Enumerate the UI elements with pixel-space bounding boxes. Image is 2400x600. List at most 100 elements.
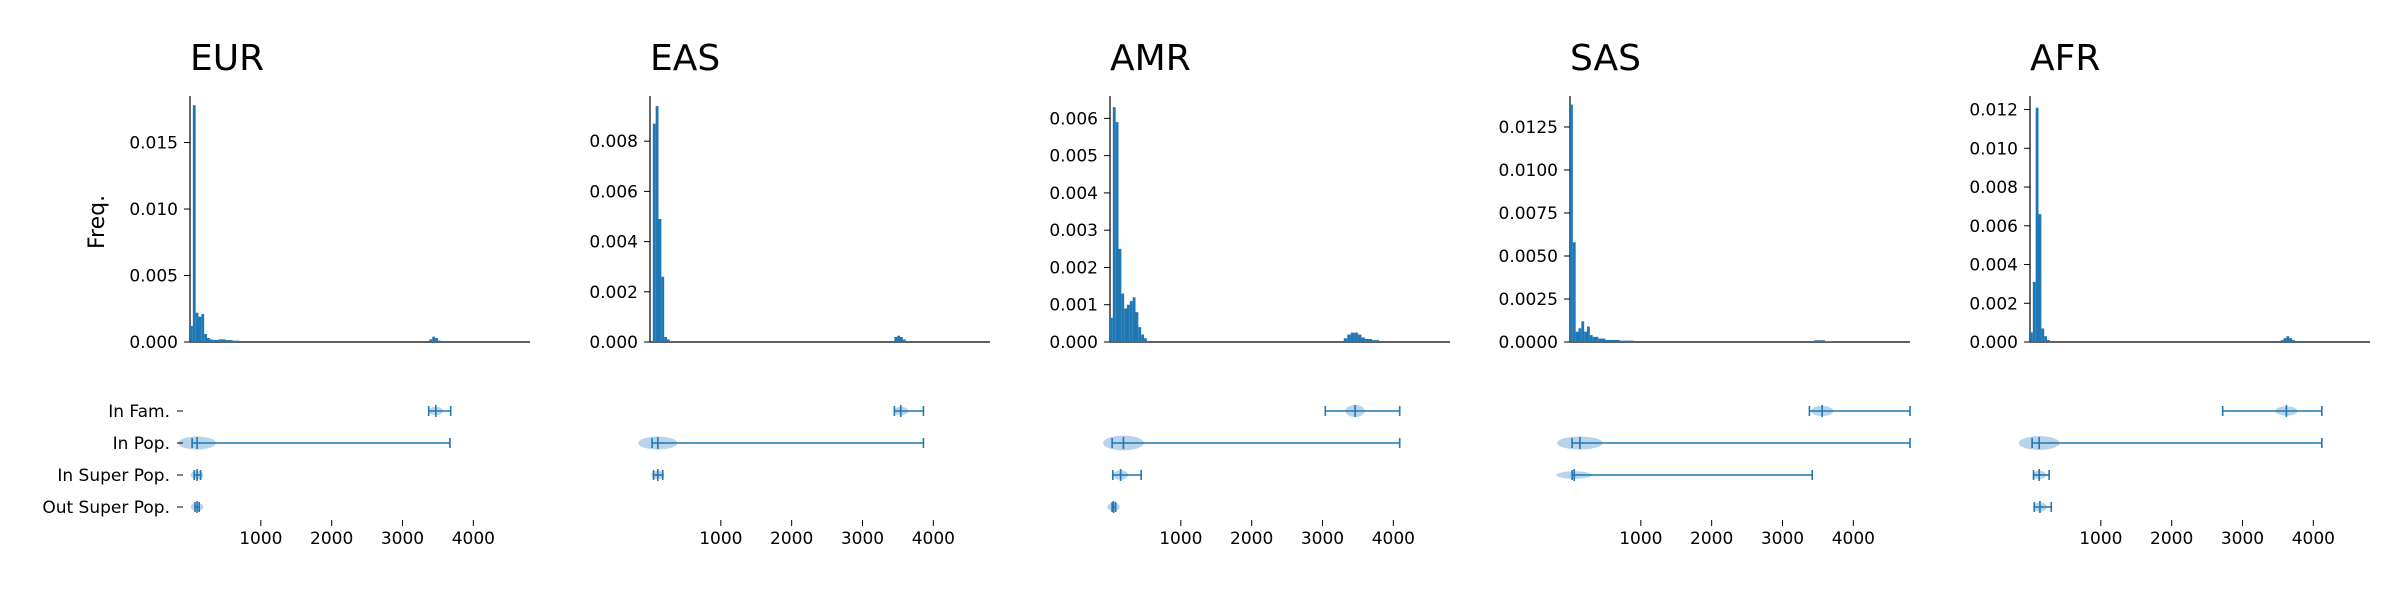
y-tick-label: 0.0125: [1499, 118, 1558, 138]
x-tick-label: 2000: [310, 529, 353, 549]
y-tick-label: 0.004: [589, 233, 638, 253]
x-tick-label: 1000: [699, 529, 742, 549]
histogram-bar: [1132, 297, 1136, 342]
x-tick-label: 1000: [239, 529, 282, 549]
histogram-bar: [1124, 308, 1127, 342]
panel-amr: AMR 0.000 0.001 0.002 0.003 0.004 0.005 0.006 10…: [1049, 38, 1450, 549]
histogram-bar: [2289, 338, 2293, 342]
histogram-bar: [1581, 321, 1585, 342]
histogram-bar: [1619, 340, 1634, 342]
histogram-bar: [437, 340, 441, 342]
x-tick-label: 2000: [1690, 529, 1733, 549]
histogram-bar: [1825, 341, 1833, 342]
y-tick-label: 0.0075: [1499, 204, 1558, 224]
histogram-bar: [432, 336, 436, 342]
histogram-bar: [902, 339, 906, 342]
histogram-bar: [897, 335, 901, 342]
histogram-bar: [2283, 338, 2287, 342]
histogram-bar: [218, 339, 226, 342]
panel-title: EAS: [650, 38, 720, 79]
y-tick-label: 0.004: [1969, 256, 2018, 276]
y-tick-label: 0.004: [1049, 184, 1098, 204]
histogram-bar: [661, 276, 665, 342]
histogram-bar: [1365, 339, 1373, 342]
histogram-bar: [1372, 340, 1380, 342]
histogram-bar: [2286, 336, 2290, 342]
x-tick-label: 2000: [2150, 529, 2193, 549]
histogram-bar: [2044, 336, 2047, 342]
histogram-bar: [655, 106, 659, 342]
histogram-bar: [1347, 334, 1351, 342]
y-tick-label: 0.008: [589, 132, 638, 152]
histogram-bar: [1354, 332, 1358, 342]
y-tick-label: 0.005: [129, 267, 178, 287]
y-tick-label: 0.008: [1969, 178, 2018, 198]
histogram-bar: [1110, 317, 1113, 342]
y-tick-label: 0.002: [1049, 258, 1098, 278]
histogram-bar: [667, 339, 670, 342]
panel-eas: EAS 0.000 0.002 0.004 0.006 0.008 1000 2000 3000…: [589, 38, 990, 549]
y-tick-label: 0.0050: [1499, 247, 1558, 267]
panel-eur: EUR 0.000 0.005 0.010 0.015 1000 2000 3000 4000: [129, 38, 530, 549]
y-tick-label: 0.000: [1049, 333, 1098, 353]
y-tick-label: 0.000: [1969, 333, 2018, 353]
histogram-bar: [201, 314, 205, 342]
histogram-bar: [225, 340, 233, 342]
histogram-bar: [1578, 328, 1582, 342]
panel-afr: AFR 0.000 0.002 0.004 0.006 0.008 0.010 0.012 10…: [1969, 38, 2370, 549]
x-tick-label: 4000: [1372, 529, 1415, 549]
histogram-bar: [190, 326, 193, 342]
y-tick-label: 0.010: [1969, 139, 2018, 159]
histogram-bar: [1598, 338, 1606, 342]
histogram-bar: [1570, 104, 1573, 342]
x-tick-label: 1000: [1619, 529, 1662, 549]
histogram-bar: [1807, 340, 1815, 342]
histogram-bar: [1575, 331, 1579, 342]
x-tick-label: 2000: [1230, 529, 1273, 549]
histogram-bar: [1138, 327, 1142, 342]
histogram-bar: [1350, 332, 1355, 342]
panel-title: AMR: [1110, 38, 1191, 79]
panel-title: AFR: [2030, 38, 2100, 79]
histogram-bar: [2280, 340, 2284, 342]
histogram-bar: [209, 339, 213, 342]
histogram-bar: [2032, 281, 2036, 342]
histogram-bar: [1572, 242, 1576, 342]
y-tick-label: 0.0000: [1499, 333, 1558, 353]
y-axis-label: Freq.: [85, 195, 110, 249]
y-tick-label: 0.002: [1969, 294, 2018, 314]
x-tick-label: 4000: [912, 529, 955, 549]
histogram-bar: [1584, 331, 1587, 342]
x-tick-label: 3000: [2221, 529, 2264, 549]
x-tick-label: 3000: [381, 529, 424, 549]
y-tick-label: 0.000: [129, 333, 178, 353]
histogram-bar: [652, 123, 656, 342]
y-tick-label: 0.0100: [1499, 161, 1558, 181]
x-tick-label: 4000: [1832, 529, 1875, 549]
y-tick-label: 0.006: [589, 182, 638, 202]
histogram-bar: [212, 340, 219, 342]
x-tick-label: 4000: [452, 529, 495, 549]
histogram-bar: [435, 338, 438, 342]
histogram-bar: [204, 334, 207, 342]
histogram-bar: [1814, 340, 1825, 342]
histogram-bar: [1144, 338, 1147, 342]
histogram-bar: [1121, 293, 1125, 342]
violin-category-label: In Fam.: [108, 402, 170, 422]
histogram-bar: [195, 312, 199, 342]
histogram-bar: [900, 336, 903, 342]
panel-sas: SAS 0.0000 0.0025 0.0050 0.0075 0.0100 0.0125 1…: [1499, 38, 1911, 549]
histogram-bar: [664, 336, 667, 342]
y-tick-label: 0.006: [1049, 109, 1098, 129]
histogram-bar: [207, 338, 210, 342]
histogram-bar: [1361, 337, 1365, 342]
y-tick-label: 0.003: [1049, 221, 1098, 241]
histogram-bar: [1135, 312, 1139, 342]
histogram-bar: [1118, 248, 1122, 342]
histogram-bar: [2038, 214, 2042, 342]
histogram-bar: [1587, 326, 1590, 342]
histogram-bar: [1112, 107, 1116, 342]
violin-category-label: Out Super Pop.: [42, 498, 170, 518]
histogram-bar: [1589, 335, 1593, 342]
